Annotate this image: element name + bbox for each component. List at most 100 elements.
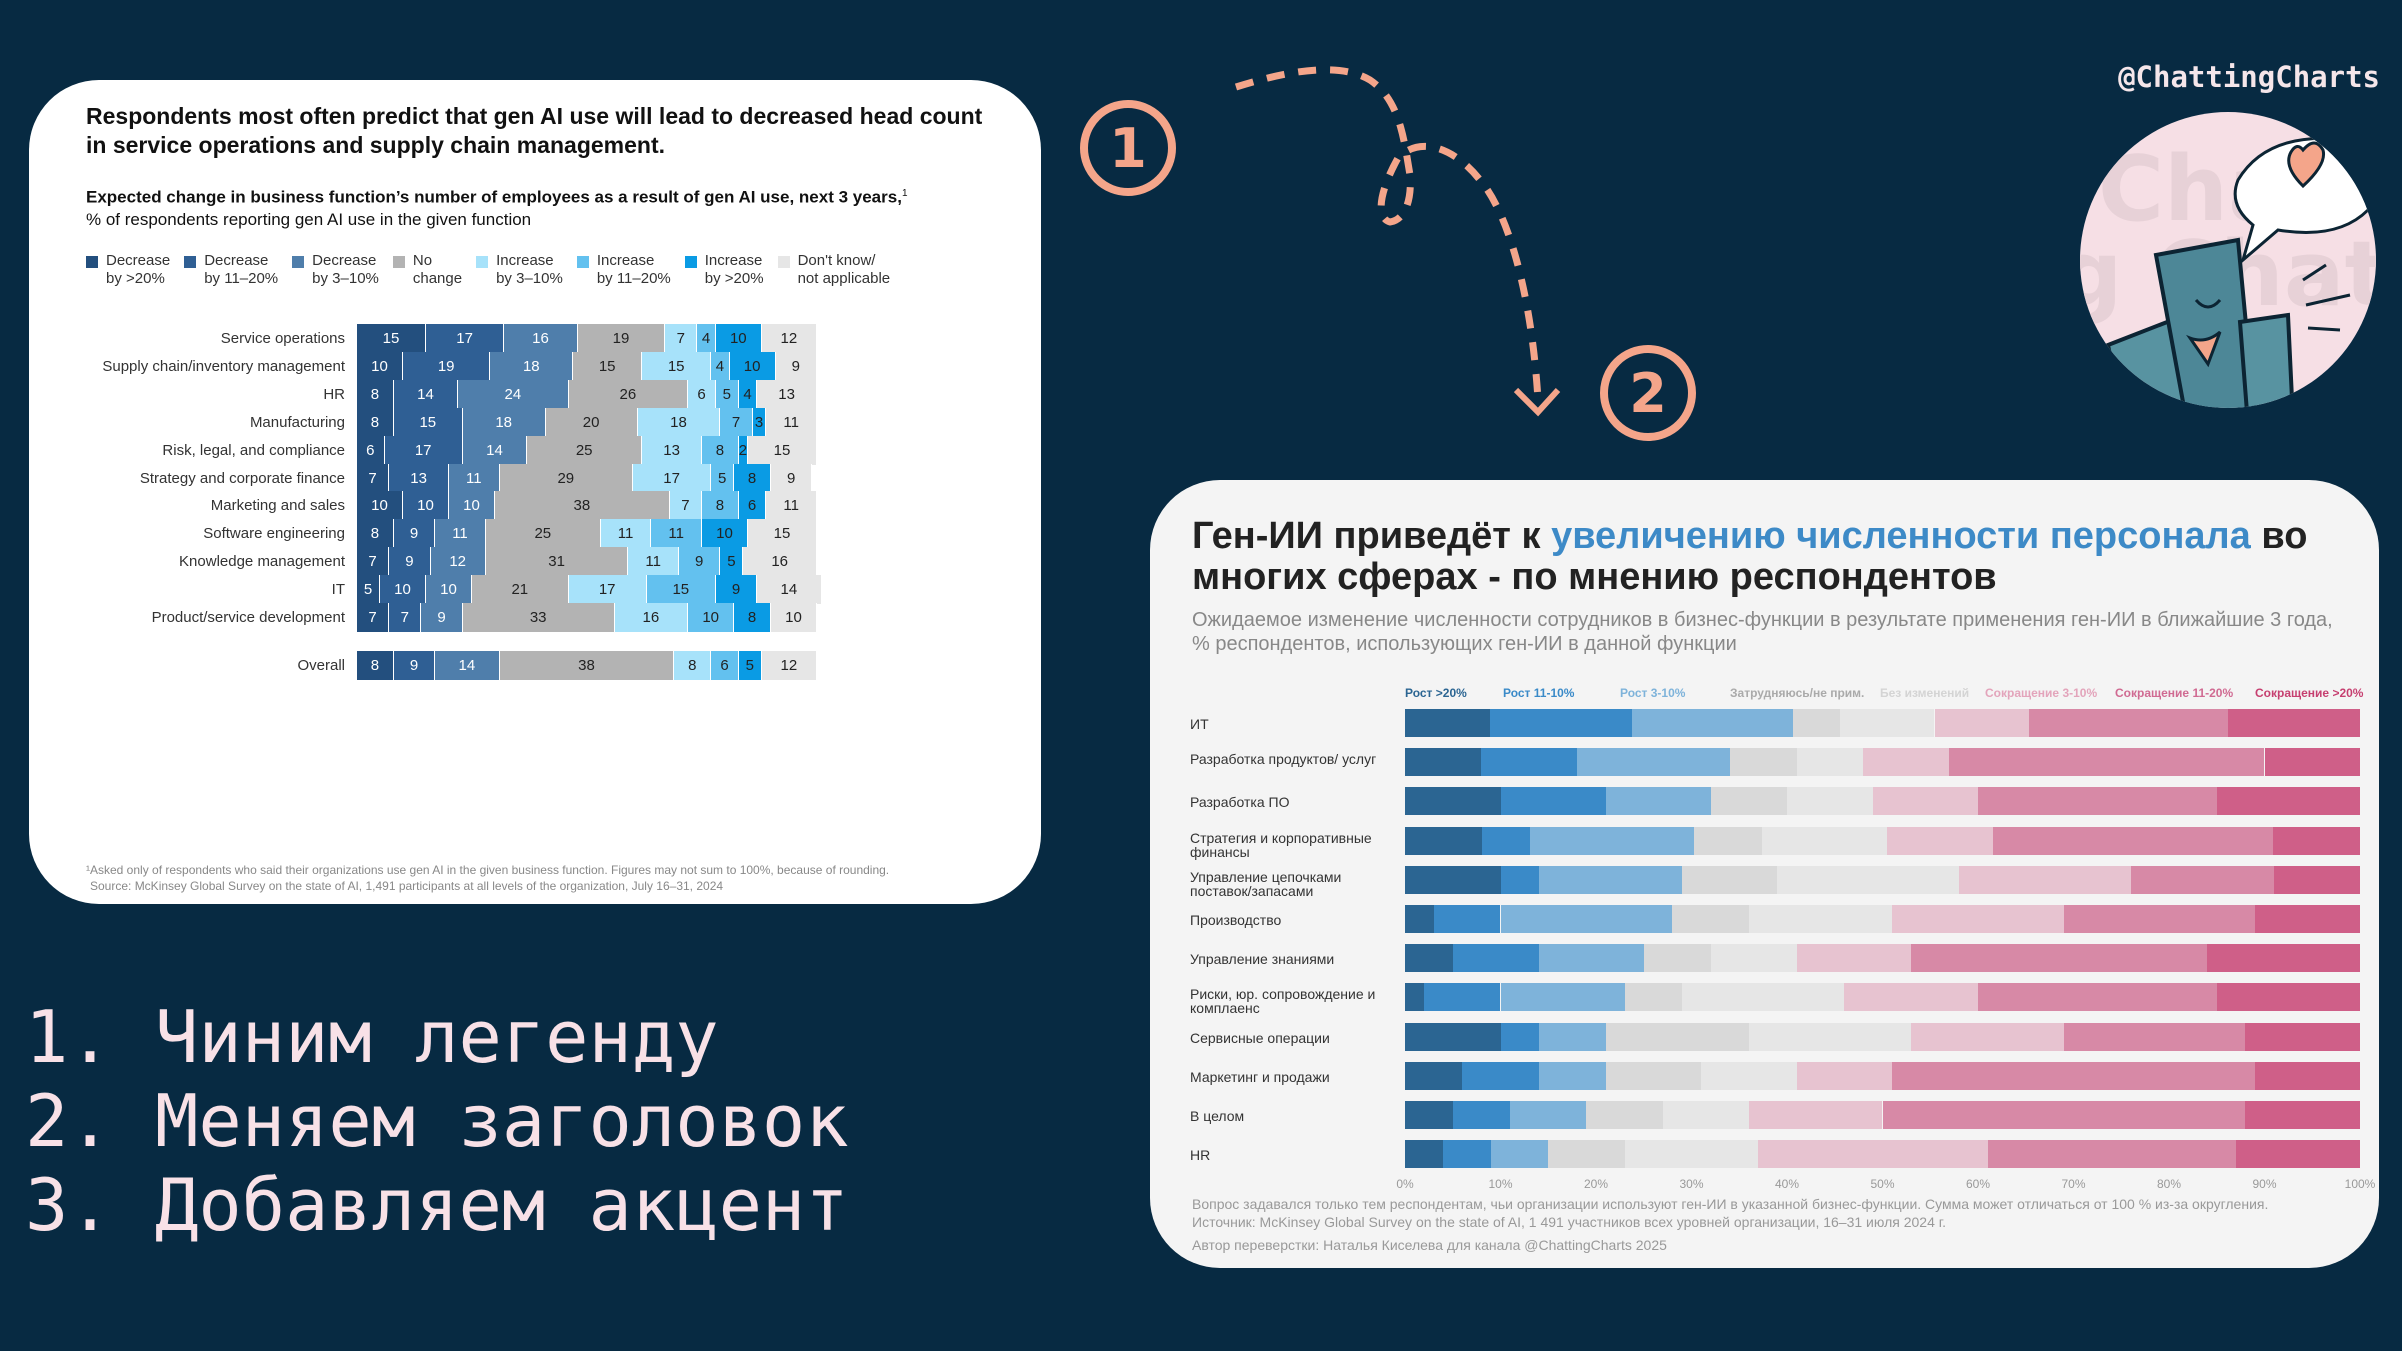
legend-swatch xyxy=(392,256,405,268)
bar-segment: 10 xyxy=(449,491,495,521)
data-label: 5 xyxy=(722,385,731,403)
bar-segment xyxy=(1958,865,2131,894)
x-tick-label: 40% xyxy=(1774,1177,1800,1192)
bar-segment: 8 xyxy=(357,519,394,549)
bar-segment xyxy=(1538,865,1682,894)
source-line: Источник: McKinsey Global Survey on the … xyxy=(1192,1214,1947,1230)
data-label: 7 xyxy=(368,469,377,487)
legend-label: Сокращение 11-20% xyxy=(2115,686,2234,700)
bar-segment xyxy=(1405,905,1434,933)
bar-segment xyxy=(1882,1101,2246,1129)
source-line: Source: McKinsey Global Survey on the st… xyxy=(90,879,724,893)
bar-segment: 16 xyxy=(743,547,817,577)
bar-segment xyxy=(1892,1061,2255,1090)
bar-segment: 3 xyxy=(752,407,767,437)
bar-segment: 20 xyxy=(545,407,638,437)
x-tick-label: 90% xyxy=(2252,1177,2277,1192)
data-label: 11 xyxy=(452,525,468,543)
bar-segment xyxy=(2029,709,2228,737)
bar-segment xyxy=(1758,1140,1988,1169)
bar-segment xyxy=(2273,826,2360,855)
data-label: 15 xyxy=(773,441,791,459)
data-label: 15 xyxy=(667,357,685,375)
x-tick-label: 20% xyxy=(1583,1177,1609,1192)
category-label: Сервисные операции xyxy=(1190,1029,1330,1046)
data-label: 31 xyxy=(548,553,565,571)
bar-segment xyxy=(1978,983,2217,1012)
bar-segment: 11 xyxy=(766,491,817,521)
chart-subtitle: Expected change in business function’s n… xyxy=(86,183,1026,231)
bar-segment: 10 xyxy=(357,491,403,521)
bar-segment: 5 xyxy=(711,463,735,493)
bar-segment: 7 xyxy=(357,547,390,577)
bar-segment: 25 xyxy=(527,435,643,465)
data-label: 2 xyxy=(738,441,748,459)
data-label: 9 xyxy=(437,609,446,626)
data-label: 11 xyxy=(466,469,482,487)
bar-segment xyxy=(1405,944,1453,973)
bar-segment: 25 xyxy=(485,519,601,549)
step-badge-2: 2 xyxy=(1600,345,1696,441)
step-item: 1. Чиним легенду xyxy=(25,995,719,1079)
bar-segment xyxy=(1605,787,1711,816)
bar-segment: 12 xyxy=(761,324,817,353)
data-label: 9 xyxy=(695,553,704,571)
channel-avatar: Chat g Chats xyxy=(2080,112,2376,408)
bar-segment xyxy=(1510,1101,1587,1129)
data-label: 10 xyxy=(716,525,733,543)
bar-segment xyxy=(1500,905,1673,933)
data-label: 25 xyxy=(534,525,552,543)
data-label: 9 xyxy=(405,553,414,571)
data-label: 10 xyxy=(785,609,802,626)
data-label: 12 xyxy=(780,330,798,347)
data-label: 14 xyxy=(458,656,476,674)
legend-label: Increase by 3–10% xyxy=(496,252,563,287)
bar-segment xyxy=(1624,1140,1759,1169)
bar-segment xyxy=(2216,983,2360,1012)
bar-segment xyxy=(1405,1140,1444,1169)
data-label: 11 xyxy=(783,497,799,515)
step-item: 2. Меняем заголовок xyxy=(25,1079,849,1163)
data-label: 15 xyxy=(672,581,690,599)
bar-segment xyxy=(1500,787,1606,816)
bar-segment: 8 xyxy=(357,650,394,680)
bar-segment xyxy=(1490,709,1632,737)
data-label: 8 xyxy=(370,385,380,403)
bar-segment: 6 xyxy=(738,491,767,521)
legend-label: Decrease by 11–20% xyxy=(204,252,279,287)
footnote-line: Вопрос задавался только тем респондентам… xyxy=(1192,1196,2269,1212)
x-tick-label: 100% xyxy=(2344,1177,2376,1192)
data-label: 11 xyxy=(617,525,634,543)
bar-segment: 8 xyxy=(357,379,394,409)
bar-segment: 12 xyxy=(761,650,817,680)
bar-segment: 6 xyxy=(357,435,385,465)
bar-segment: 9 xyxy=(393,650,436,680)
data-label: 26 xyxy=(619,385,637,403)
data-label: 16 xyxy=(532,330,549,347)
bar-segment: 10 xyxy=(771,603,817,632)
category-label: Product/service development xyxy=(151,609,345,626)
category-label: HR xyxy=(323,385,345,403)
legend-label: Don't know/ not applicable xyxy=(797,252,891,287)
channel-handle: @ChattingCharts xyxy=(2118,60,2380,94)
bar-segment xyxy=(2235,1140,2360,1169)
bar-segment xyxy=(1500,1022,1539,1051)
footnote-marker: 1 xyxy=(901,188,908,199)
legend-item: Increase by >20% xyxy=(684,252,764,288)
bar-segment xyxy=(2063,1022,2246,1051)
bar-segment xyxy=(1911,1022,2064,1051)
category-label: Стратегия и корпоративные финансы xyxy=(1190,829,1372,860)
title-accent: увеличению численности персонала xyxy=(1551,515,2251,557)
data-label: 9 xyxy=(409,525,419,543)
bar-segment xyxy=(1796,748,1864,777)
bar-segment xyxy=(1978,787,2217,816)
bar-segment: 11 xyxy=(449,463,500,493)
bar-segment: 15 xyxy=(646,575,716,605)
bar-segment xyxy=(1892,905,2064,933)
chart-footnote: ¹Asked only of respondents who said thei… xyxy=(86,862,889,894)
bar-segment xyxy=(1748,1101,1883,1129)
bar-segment: 10 xyxy=(403,491,449,521)
data-label: 4 xyxy=(715,357,725,375)
data-label: 17 xyxy=(456,330,473,347)
bar-segment xyxy=(2130,865,2275,894)
